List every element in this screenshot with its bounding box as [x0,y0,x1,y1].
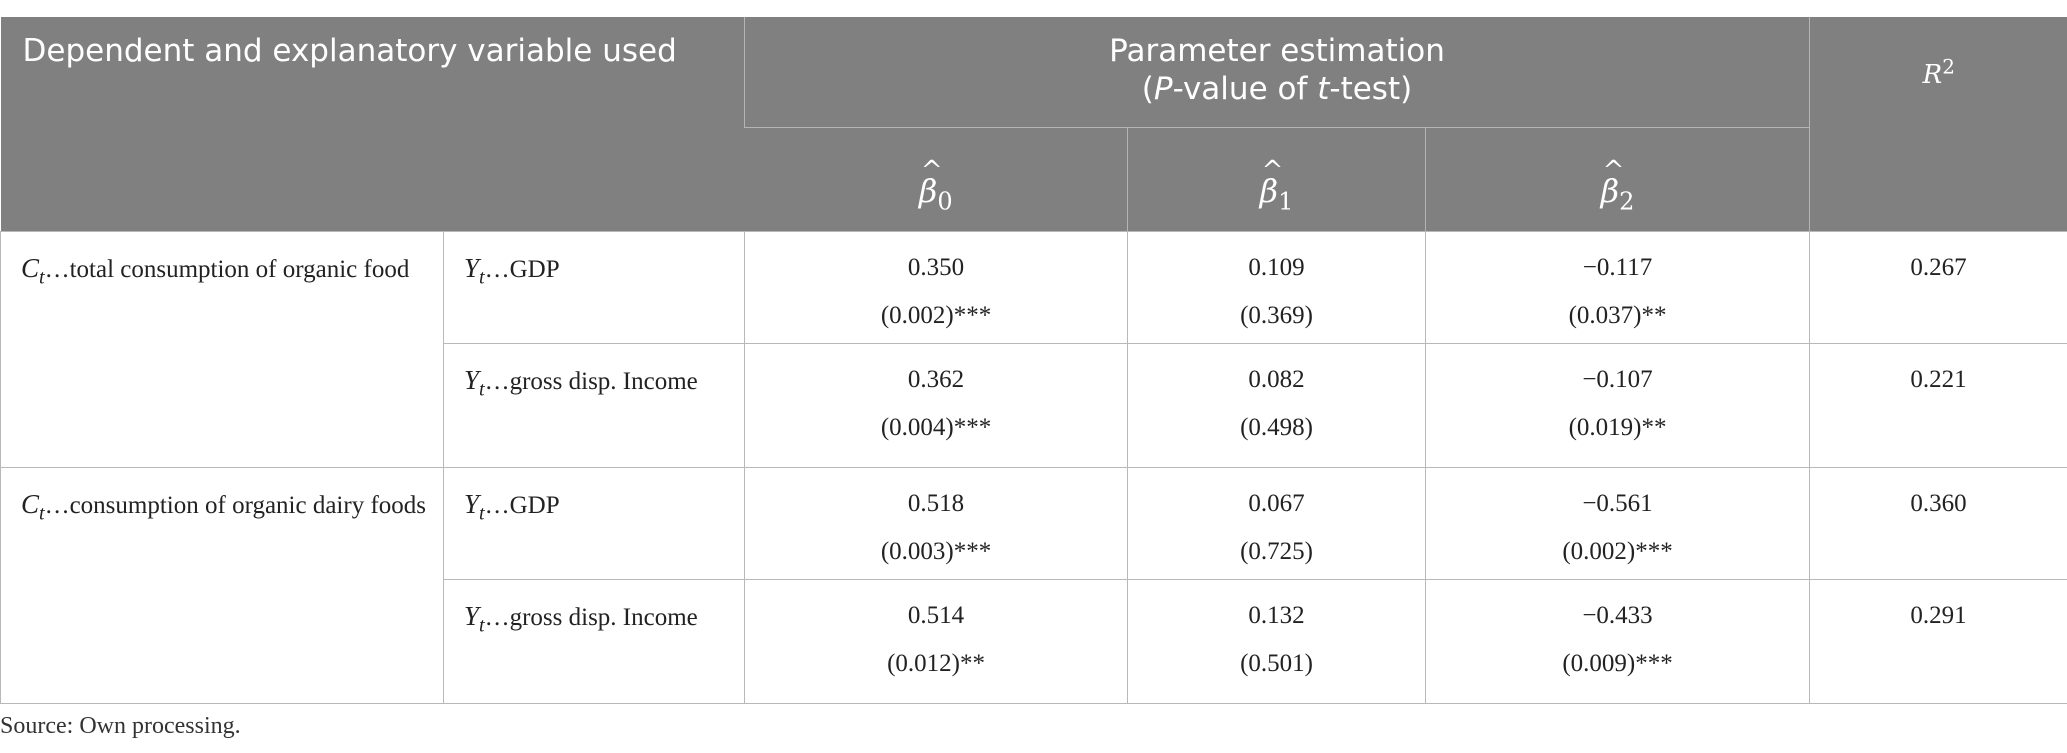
beta1-cell: 0.082 (0.498) [1127,342,1427,468]
header-r-squared: R2 [1809,17,2067,231]
dependent-variable-cell: Ct…consumption of organic dairy foods [0,466,444,704]
table-row: Ct…consumption of organic dairy foods Yt… [0,466,2067,704]
table-header: Dependent and explanatory variable used … [0,17,2067,231]
regression-table: Dependent and explanatory variable used … [0,17,2067,704]
explanatory-variable-cell: Yt…gross disp. Income [442,578,746,704]
beta0-cell: 0.514 (0.012)** [744,578,1129,704]
table-body: Ct…total consumption of organic food Yt…… [0,230,2067,704]
beta0-cell: 0.362 (0.004)*** [744,342,1129,468]
explanatory-variable-cell: Yt…gross disp. Income [442,342,746,468]
header-parameter-estimation: Parameter estimation (P-value of t-test) [744,17,1810,128]
header-param-line1: Parameter estimation [1109,33,1445,69]
header-beta-2: ^ β2 [1425,127,1810,231]
explanatory-variable-cell: Yt…GDP [442,230,746,344]
r-squared-cell: 0.267 [1809,230,2067,344]
r-squared-cell: 0.221 [1809,342,2067,468]
r-squared-cell: 0.360 [1809,466,2067,580]
header-beta-0: ^ β0 [744,127,1128,231]
beta0-cell: 0.350 (0.002)*** [744,230,1129,344]
dependent-variable-cell: Ct…total consumption of organic food [0,230,444,468]
explanatory-variable-cell: Yt…GDP [442,466,746,580]
source-note: Source: Own processing. [0,713,241,739]
beta1-cell: 0.109 (0.369) [1127,230,1427,344]
beta2-cell: −0.117 (0.037)** [1425,230,1811,344]
r-squared-cell: 0.291 [1809,578,2067,704]
table-row: Ct…total consumption of organic food Yt…… [0,230,2067,468]
table-row: Yt…gross disp. Income 0.514 (0.012)** 0.1… [1,578,2067,704]
header-beta-1: ^ β1 [1127,127,1426,231]
header-param-line2: (P-value of t-test) [1141,71,1413,107]
beta2-cell: −0.561 (0.002)*** [1425,466,1811,580]
beta0-cell: 0.518 (0.003)*** [744,466,1129,580]
beta2-cell: −0.433 (0.009)*** [1425,578,1811,704]
header-dependent-variable: Dependent and explanatory variable used [0,17,745,231]
beta2-cell: −0.107 (0.019)** [1425,342,1811,468]
beta1-cell: 0.067 (0.725) [1127,466,1427,580]
table-row: Yt…gross disp. Income 0.362 (0.004)*** 0.… [1,342,2067,468]
beta1-cell: 0.132 (0.501) [1127,578,1427,704]
